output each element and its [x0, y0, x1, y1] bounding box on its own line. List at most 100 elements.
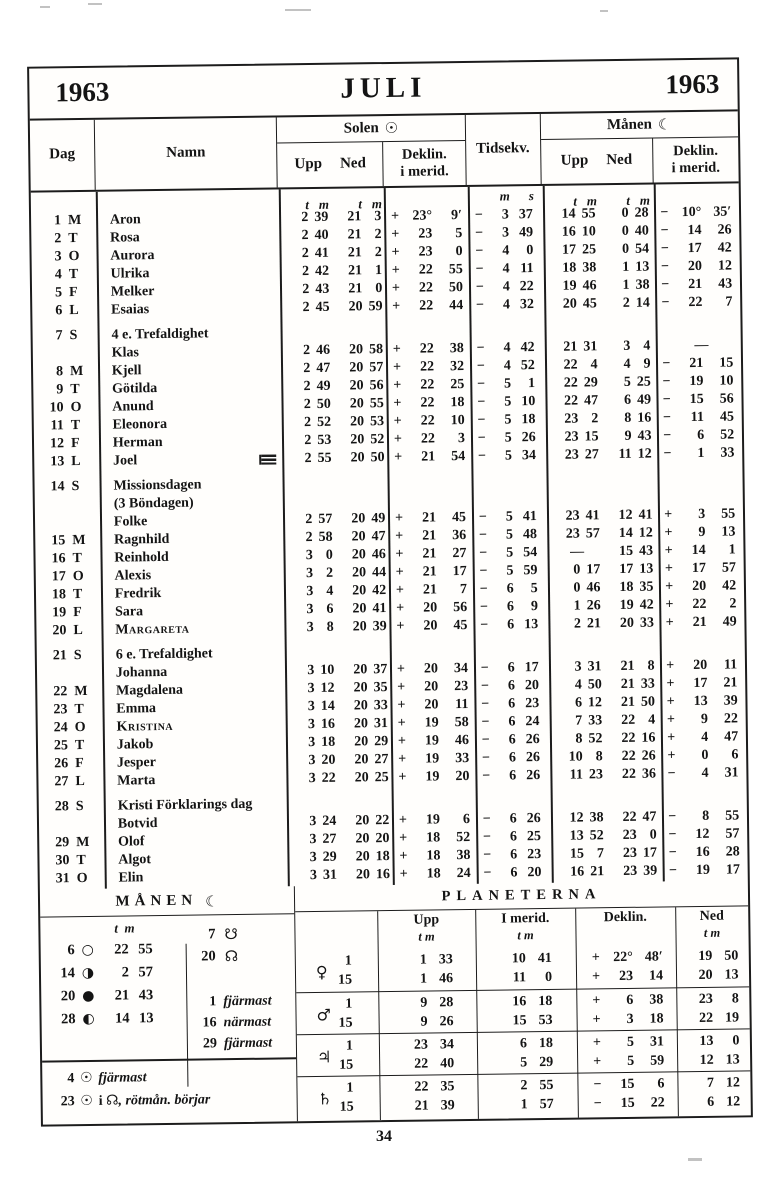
moon-set-time-minute: 13 [639, 561, 654, 577]
sun-set-time-hour: 20 [348, 299, 363, 315]
sun-set-time-hour: 20 [351, 565, 367, 581]
name-label: Olof [117, 834, 145, 850]
scan-artifact [88, 3, 102, 5]
sun-set-time-hour: 21 [347, 263, 363, 279]
moon-rise-time-hour: 23 [564, 411, 579, 427]
sun-rise-time-hour: 2 [303, 378, 311, 394]
planets-col-deklin: Deklin. [603, 910, 647, 926]
moon-set-time-hour: 18 [619, 579, 634, 595]
moon-rise-set: 23 2 8 16 [544, 409, 655, 428]
day-cell: 12 F [34, 435, 99, 454]
sun-set-time-hour: 20 [355, 867, 371, 883]
phase-minute: 43 [138, 987, 154, 1004]
sun-set-time-hour: 21 [347, 227, 362, 243]
planets-col-ned: Ned t m [699, 909, 724, 941]
moon-rise-set: 23 15 9 43 [544, 427, 655, 446]
sun-declination: +19 20 [398, 768, 470, 785]
name-label: Rosa [110, 230, 140, 246]
sun-declination: +19 6 [398, 811, 471, 828]
moon-set-time-hour: 23 [623, 863, 638, 879]
page-title: 1963 JULI 1963 [29, 59, 738, 121]
planet-symbol-cell: ♄ 1 15 [297, 1079, 380, 1119]
moon-rise-set: 10 8 22 26 [549, 747, 660, 766]
moon-declination: +0 6 [667, 747, 739, 764]
venus-icon: ♀ [315, 962, 328, 982]
sun-rise-set: 3 12 20 35 [284, 679, 389, 698]
moon-rise-time-hour: 2 [573, 616, 582, 632]
moon-rise-time-hour: 23 [565, 508, 580, 524]
day-number: 22 [53, 683, 68, 700]
day-cell: 15 M [35, 532, 100, 551]
name-label: Johanna [115, 664, 168, 681]
moon-rise-time-hour: 16 [561, 224, 576, 240]
sun-declination: +22 38 [392, 340, 464, 357]
sun-set-time-minute: 56 [369, 377, 384, 394]
time-equation: −6 26 [481, 731, 540, 748]
sun-rise-time-minute: 45 [315, 299, 330, 315]
moon-rise-time-minute: 21 [590, 863, 605, 880]
day-number: 26 [54, 755, 69, 772]
planet-row: ♄ 1 15 22 35 21 39 2 55 1 57−15 6−15 22 7 12 6 12 [297, 1070, 751, 1119]
moon-phase-row: 28 ◐ 14 13 [41, 1007, 186, 1032]
date-label: 1 [344, 953, 352, 970]
moon-rise-set: 23 57 14 12 [546, 524, 657, 543]
sun-rise-set: 3 24 20 22 [286, 812, 391, 831]
planet-dates: 1 15 [338, 995, 353, 1033]
day-number: 24 [53, 719, 68, 736]
planets-section: PLANETERNA Upp t m I merid. t m Deklin. … [294, 880, 751, 1121]
planet-symbol-cell: ♃ 1 15 [297, 1037, 380, 1077]
sun-rise-time-hour: 2 [303, 414, 312, 430]
sun-set-time-hour: 20 [349, 378, 364, 394]
distance-label: närmast [223, 1015, 272, 1031]
descending-node-icon: ☋ [224, 925, 238, 944]
moon-declination: +17 21 [666, 675, 738, 692]
moon-node-row: 20 ☊ [186, 945, 295, 968]
name-label: Botvid [117, 815, 158, 832]
moon-rise-time-hour: 10 [568, 749, 583, 765]
moon-icon: ☾ [205, 892, 219, 911]
day-number: 9 [56, 382, 64, 398]
day-cell [35, 508, 100, 509]
planet-meridian: 16 18 15 53 [512, 994, 553, 1029]
sun-rise-time-minute: 47 [316, 360, 331, 376]
moon-set-time-hour: 11 [618, 446, 632, 462]
name-label: Margareta [115, 621, 190, 638]
moon-set-time-minute: 33 [639, 615, 655, 631]
day-number: 17 [51, 569, 66, 585]
planet-symbol-cell: ♀ 1 15 [296, 952, 379, 993]
moon-declination: −8 55 [668, 808, 740, 825]
time-equation: −3 37 [474, 206, 533, 223]
moon-rise-time-minute: 46 [582, 278, 597, 294]
weekday-letter: T [72, 550, 82, 566]
feast-name: (3 Böndagen) [100, 493, 283, 513]
name-label: Melker [110, 283, 155, 300]
sun-rise-set: 3 20 20 27 [285, 751, 390, 770]
moon-node-row: 7 ☋ [185, 923, 294, 946]
time-equation: −6 23 [483, 846, 542, 863]
sun-icon: ☉ [79, 1070, 93, 1087]
sun-rise-time-minute: 31 [322, 867, 338, 883]
day-cell: 11 T [34, 417, 99, 436]
moon-set-time-hour: 22 [621, 766, 637, 782]
name-cell: Marta [103, 770, 286, 790]
sun-declination: +23 0 [391, 243, 463, 260]
sun-set-time-hour: 20 [349, 414, 365, 430]
sun-set-time-minute: 41 [372, 600, 387, 616]
sun-rise-time-minute: 42 [314, 263, 330, 279]
sun-rise-set: 2 49 20 56 [280, 377, 385, 396]
name-label: Marta [117, 772, 156, 789]
moon-phase-row: 14 ◑ 2 57 [41, 961, 186, 986]
moon-rise-set: — 15 43 [546, 542, 657, 561]
phase-day: 20 [60, 988, 76, 1005]
sun-rise-time-minute: 12 [320, 680, 335, 696]
moon-rise-set: 8 52 22 16 [548, 729, 659, 748]
sun-set-time-minute: 25 [374, 769, 389, 785]
sun-declination: +19 33 [398, 750, 470, 767]
sun-icon: ☉ [384, 119, 399, 138]
sun-rise-time-hour: 2 [301, 263, 310, 279]
day-cell: 19 F [36, 604, 101, 623]
table-header: Dag Namn Solen ☉ Upp Ned Deklin. i merid… [29, 111, 739, 193]
full-moon-icon: ○ [81, 942, 94, 959]
